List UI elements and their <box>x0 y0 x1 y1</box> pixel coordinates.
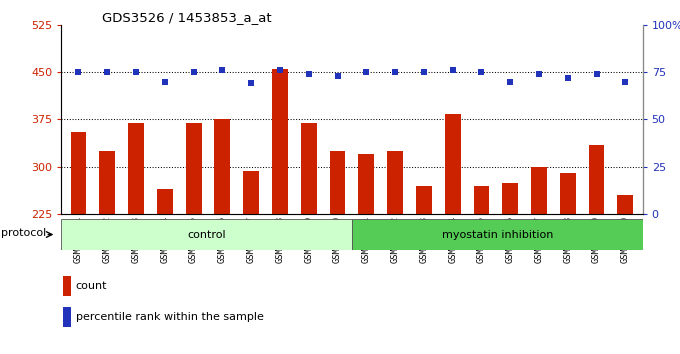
Bar <box>243 171 259 354</box>
Bar <box>301 122 317 354</box>
Bar <box>445 114 460 354</box>
Point <box>102 69 113 75</box>
Point <box>534 71 545 77</box>
Point <box>245 81 256 86</box>
Bar <box>63 307 71 327</box>
FancyBboxPatch shape <box>61 219 352 250</box>
Point <box>159 79 170 84</box>
Bar <box>272 69 288 354</box>
Point <box>332 73 343 79</box>
Bar <box>99 151 115 354</box>
Point <box>418 69 429 75</box>
Bar <box>330 151 345 354</box>
Bar <box>473 186 490 354</box>
Point <box>73 69 84 75</box>
Bar <box>214 119 231 354</box>
Point <box>361 69 372 75</box>
Point <box>476 69 487 75</box>
Point <box>275 67 286 73</box>
Point <box>303 71 314 77</box>
Point <box>620 79 631 84</box>
Point <box>505 79 515 84</box>
Bar <box>560 173 576 354</box>
Point <box>217 67 228 73</box>
Bar <box>63 276 71 296</box>
Bar <box>416 186 432 354</box>
Bar <box>589 145 605 354</box>
Point <box>390 69 401 75</box>
Point <box>562 75 573 81</box>
Point <box>591 71 602 77</box>
Bar <box>186 122 201 354</box>
Point <box>447 67 458 73</box>
Text: myostatin inhibition: myostatin inhibition <box>441 229 553 240</box>
Bar <box>157 189 173 354</box>
Point <box>188 69 199 75</box>
Bar <box>71 132 86 354</box>
Text: count: count <box>75 281 107 291</box>
Bar <box>617 195 633 354</box>
Bar <box>387 151 403 354</box>
Point <box>131 69 141 75</box>
Text: control: control <box>187 229 226 240</box>
Bar <box>531 167 547 354</box>
Text: GDS3526 / 1453853_a_at: GDS3526 / 1453853_a_at <box>102 11 271 24</box>
Bar <box>358 154 374 354</box>
Bar <box>503 183 518 354</box>
Text: percentile rank within the sample: percentile rank within the sample <box>75 312 264 322</box>
Text: protocol: protocol <box>1 228 46 238</box>
Bar <box>128 122 144 354</box>
FancyBboxPatch shape <box>352 219 643 250</box>
